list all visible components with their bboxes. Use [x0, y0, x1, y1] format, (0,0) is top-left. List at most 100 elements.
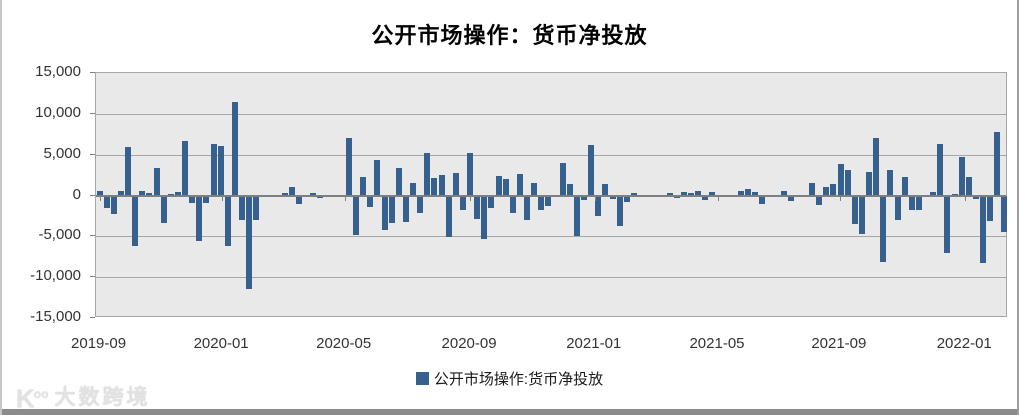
x-axis-tick	[839, 195, 841, 201]
data-bar	[174, 192, 181, 196]
data-bar	[139, 191, 146, 196]
data-bar	[296, 195, 303, 205]
y-axis-label: -5,000	[38, 226, 81, 244]
x-axis-label: 2020-05	[316, 335, 372, 352]
data-bar	[160, 195, 167, 224]
y-axis-label: 0	[72, 185, 81, 203]
data-bar	[809, 183, 816, 196]
data-bar	[524, 195, 531, 220]
legend: 公开市场操作:货币净投放	[2, 368, 1017, 389]
data-bar	[609, 195, 616, 199]
x-axis-label: 2021-05	[689, 335, 745, 352]
data-bar	[431, 177, 438, 196]
data-bar	[908, 195, 915, 211]
data-bar	[702, 195, 709, 200]
data-bar	[545, 195, 552, 207]
data-bar	[374, 160, 381, 196]
data-bar	[595, 195, 602, 216]
data-bar	[210, 144, 217, 196]
data-bar	[759, 195, 766, 204]
data-bar	[987, 195, 994, 221]
data-bar	[972, 195, 979, 199]
data-bar	[930, 192, 937, 196]
x-axis-tick	[222, 195, 224, 201]
data-bar	[402, 195, 409, 223]
data-bar	[851, 195, 858, 225]
data-bar	[103, 195, 110, 208]
data-bar	[680, 192, 687, 196]
data-bar	[787, 195, 794, 202]
data-bar	[488, 195, 495, 208]
x-axis-label: 2019-09	[71, 335, 127, 352]
legend-label: 公开市场操作:货币净投放	[433, 371, 604, 388]
data-bar	[737, 191, 744, 196]
data-bar	[353, 195, 360, 235]
y-axis-label: -15,000	[30, 308, 81, 325]
chart-title: 公开市场操作：货币净投放	[371, 23, 648, 48]
x-axis-tick	[99, 195, 101, 201]
watermark: Koo 大数跨境	[16, 381, 150, 412]
x-axis-label: 2020-09	[441, 335, 497, 352]
data-bar	[395, 167, 402, 196]
watermark-brand-text: 大数跨境	[54, 386, 151, 410]
data-bar	[623, 195, 630, 203]
data-bar	[673, 195, 680, 199]
legend-swatch	[415, 372, 429, 385]
data-bar	[894, 195, 901, 220]
data-bar	[410, 183, 417, 196]
data-bar	[474, 195, 481, 220]
x-axis-tick	[344, 195, 346, 201]
data-bar	[837, 163, 844, 196]
plot-area	[95, 72, 1008, 317]
data-bar	[559, 162, 566, 196]
gridline	[96, 113, 1006, 115]
data-bar	[231, 101, 238, 196]
data-bar	[858, 195, 865, 234]
data-bar	[994, 131, 1001, 196]
x-axis-tick	[470, 195, 472, 201]
data-bar	[581, 195, 588, 200]
data-bar	[367, 195, 374, 207]
y-axis-label: -10,000	[30, 267, 81, 285]
x-axis-label: 2022-01	[936, 335, 992, 352]
data-bar	[887, 170, 894, 196]
data-bar	[117, 191, 124, 196]
zero-axis-line	[96, 194, 1006, 197]
data-bar	[96, 190, 103, 196]
data-bar	[630, 193, 637, 196]
y-axis-tick	[90, 153, 95, 155]
data-bar	[495, 176, 502, 196]
x-axis-tick	[594, 195, 596, 201]
y-axis-tick	[90, 72, 95, 73]
gridline	[96, 277, 1006, 279]
data-bar	[915, 195, 922, 211]
data-bar	[417, 195, 424, 213]
data-bar	[666, 192, 673, 196]
data-bar	[709, 192, 716, 196]
data-bar	[866, 171, 873, 196]
x-axis-label: 2020-01	[193, 335, 249, 352]
data-bar	[224, 195, 231, 247]
data-bar	[695, 190, 702, 196]
data-bar	[573, 195, 580, 236]
data-bar	[182, 140, 189, 196]
data-bar	[830, 184, 837, 196]
data-bar	[438, 175, 445, 196]
data-bar	[844, 169, 851, 196]
data-bar	[345, 138, 352, 196]
data-bar	[509, 195, 516, 214]
data-bar	[538, 195, 545, 211]
data-bar	[687, 192, 694, 196]
data-bar	[110, 195, 117, 215]
data-bar	[481, 195, 488, 239]
data-bar	[516, 174, 523, 196]
data-bar	[189, 195, 196, 203]
bottom-frame-strip	[2, 409, 1017, 415]
data-bar	[459, 195, 466, 210]
y-axis-tick	[90, 317, 95, 318]
data-bar	[880, 195, 887, 263]
data-bar	[203, 195, 210, 203]
data-bar	[445, 195, 452, 237]
data-bar	[602, 184, 609, 196]
data-bar	[873, 137, 880, 196]
